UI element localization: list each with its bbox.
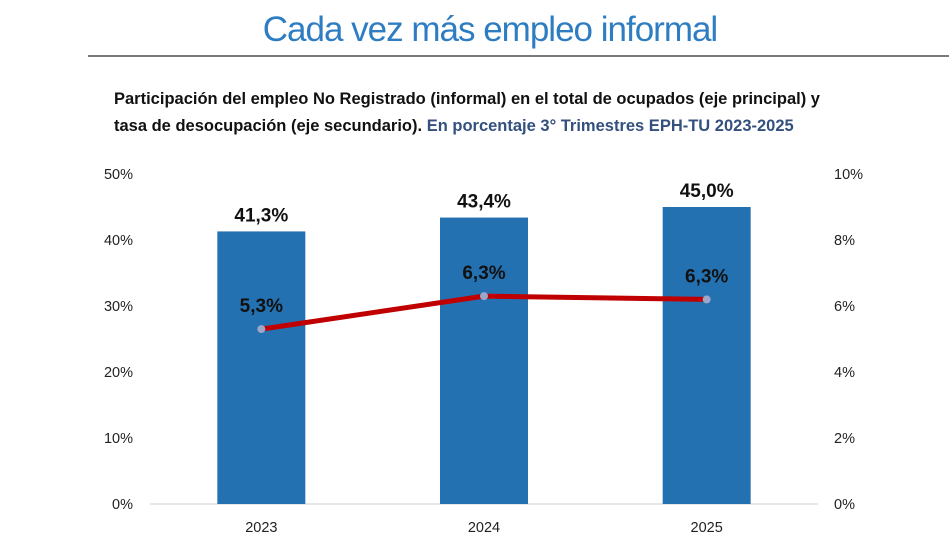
bar xyxy=(440,217,528,504)
line-point xyxy=(257,325,266,334)
y-secondary-tick-label: 6% xyxy=(834,299,855,315)
line-data-label: 5,3% xyxy=(240,296,283,317)
bar xyxy=(662,207,751,504)
y-secondary-tick-label: 2% xyxy=(834,431,855,447)
y-primary-tick-label: 10% xyxy=(104,431,133,447)
y-secondary-tick-label: 10% xyxy=(834,167,863,183)
title-divider xyxy=(88,55,949,57)
y-primary-tick-label: 40% xyxy=(104,233,133,249)
y-primary-tick-label: 50% xyxy=(104,167,133,183)
x-tick-label: 2023 xyxy=(245,520,277,536)
y-secondary-tick-label: 0% xyxy=(834,497,855,513)
line-data-label: 6,3% xyxy=(462,263,505,284)
page-title: Cada vez más empleo informal xyxy=(262,10,718,49)
line-data-label: 6,3% xyxy=(685,266,728,287)
line-point xyxy=(480,292,488,301)
bar-data-label: 43,4% xyxy=(457,192,511,213)
y-secondary-tick-label: 8% xyxy=(834,233,855,249)
y-primary-tick-label: 20% xyxy=(104,365,133,381)
x-tick-label: 2024 xyxy=(468,520,500,536)
chart-subtitle: Participación del empleo No Registrado (… xyxy=(114,86,949,140)
line-point xyxy=(702,295,711,304)
bar-data-label: 45,0% xyxy=(680,181,734,202)
subtitle-line-2: tasa de desocupación (eje secundario). xyxy=(114,117,423,135)
subtitle-line-1: Participación del empleo No Registrado (… xyxy=(114,90,820,108)
subtitle-highlight: En porcentaje 3° Trimestres EPH-TU 2023-… xyxy=(426,117,794,135)
y-primary-tick-label: 0% xyxy=(112,497,133,513)
bar-data-label: 41,3% xyxy=(234,205,288,226)
y-primary-tick-label: 30% xyxy=(104,299,133,315)
y-secondary-tick-label: 4% xyxy=(834,365,855,381)
bar xyxy=(217,231,306,505)
x-tick-label: 2025 xyxy=(691,520,723,536)
